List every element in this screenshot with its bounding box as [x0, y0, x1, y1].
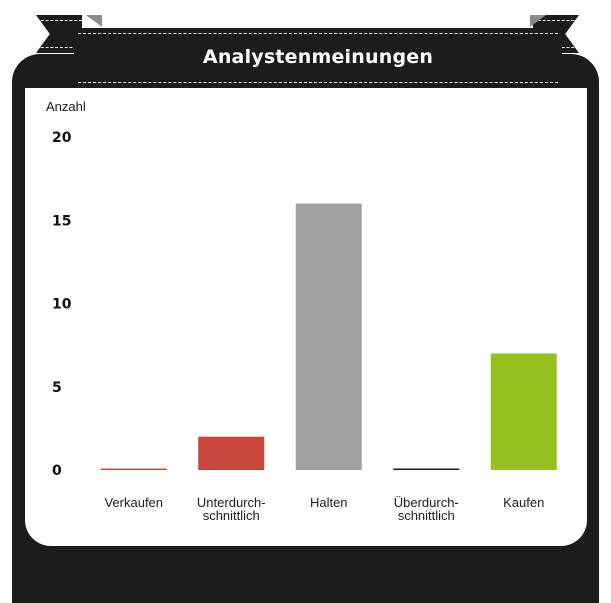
- x-tick-label: Überdurch-schnittlich: [394, 495, 459, 523]
- x-tick-label: Unterdurch-schnittlich: [197, 495, 266, 523]
- x-tick-label: Verkaufen: [104, 495, 163, 510]
- bar: [490, 353, 557, 470]
- bar: [198, 436, 265, 470]
- y-axis-label: Anzahl: [46, 99, 86, 114]
- chart-title: Analystenmeinungen: [202, 46, 434, 68]
- x-tick-label: Kaufen: [503, 495, 544, 510]
- y-tick-label: 0: [52, 463, 62, 479]
- y-tick-label: 10: [52, 297, 72, 313]
- title-ribbon: Analystenmeinungen: [74, 28, 562, 88]
- bar: [393, 468, 460, 470]
- y-tick-label: 20: [52, 130, 72, 146]
- x-tick-label: Halten: [310, 495, 348, 510]
- y-tick-label: 5: [52, 380, 62, 396]
- y-tick-label: 15: [52, 213, 71, 229]
- bar: [295, 203, 362, 470]
- bar: [100, 468, 167, 470]
